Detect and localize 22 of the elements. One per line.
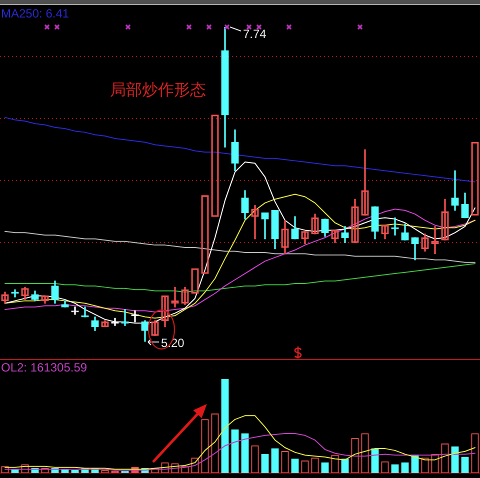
bar (371, 448, 379, 473)
candlestick (451, 170, 459, 211)
bar (241, 433, 249, 473)
bar (341, 458, 349, 473)
candlestick (431, 226, 439, 254)
bar (461, 456, 469, 473)
candlestick (171, 286, 179, 308)
bar (221, 379, 229, 473)
text: OL2: 161305.59 (1, 360, 88, 374)
bar (61, 468, 69, 473)
bar (271, 448, 279, 473)
bar (451, 446, 459, 473)
bar (261, 454, 269, 473)
bar (291, 458, 299, 473)
bar (11, 468, 19, 473)
annotation: 局部炒作形态 (110, 81, 206, 99)
candlestick (71, 306, 79, 315)
candlestick (121, 309, 129, 326)
text: MA250: 6.41 (1, 6, 70, 20)
bar (231, 429, 239, 473)
bar (411, 454, 419, 473)
annotation: 7.74 (243, 27, 267, 41)
